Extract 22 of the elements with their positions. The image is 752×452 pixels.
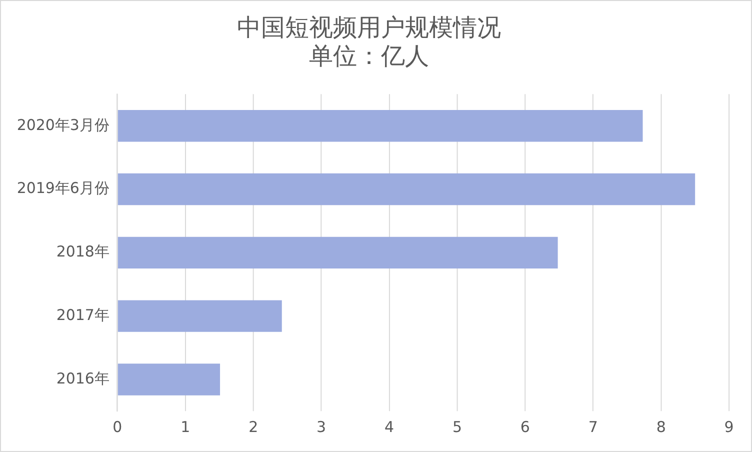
bar xyxy=(118,236,558,269)
bar xyxy=(118,110,643,142)
x-tick-label: 0 xyxy=(112,418,122,436)
bar xyxy=(118,173,696,206)
y-tick-label: 2019年6月份 xyxy=(16,179,110,198)
chart-subtitle: 单位：亿人 xyxy=(308,42,430,70)
y-tick-label: 2016年 xyxy=(56,369,110,388)
x-tick-label: 1 xyxy=(180,418,190,436)
bar xyxy=(118,364,220,396)
x-tick-label: 6 xyxy=(520,418,530,436)
x-tick-label: 7 xyxy=(588,418,598,436)
y-tick-label: 2017年 xyxy=(56,306,110,324)
x-tick-label: 8 xyxy=(656,418,666,436)
x-tick-label: 3 xyxy=(316,418,326,436)
x-tick-label: 4 xyxy=(384,418,394,436)
x-tick-label: 9 xyxy=(724,418,734,436)
x-tick-label: 2 xyxy=(248,418,258,436)
x-tick-label: 5 xyxy=(452,418,462,436)
bar xyxy=(118,300,282,332)
y-tick-label: 2020年3月份 xyxy=(16,116,110,134)
chart-title: 中国短视频用户规模情况 xyxy=(236,14,502,42)
y-tick-label: 2018年 xyxy=(56,242,110,261)
